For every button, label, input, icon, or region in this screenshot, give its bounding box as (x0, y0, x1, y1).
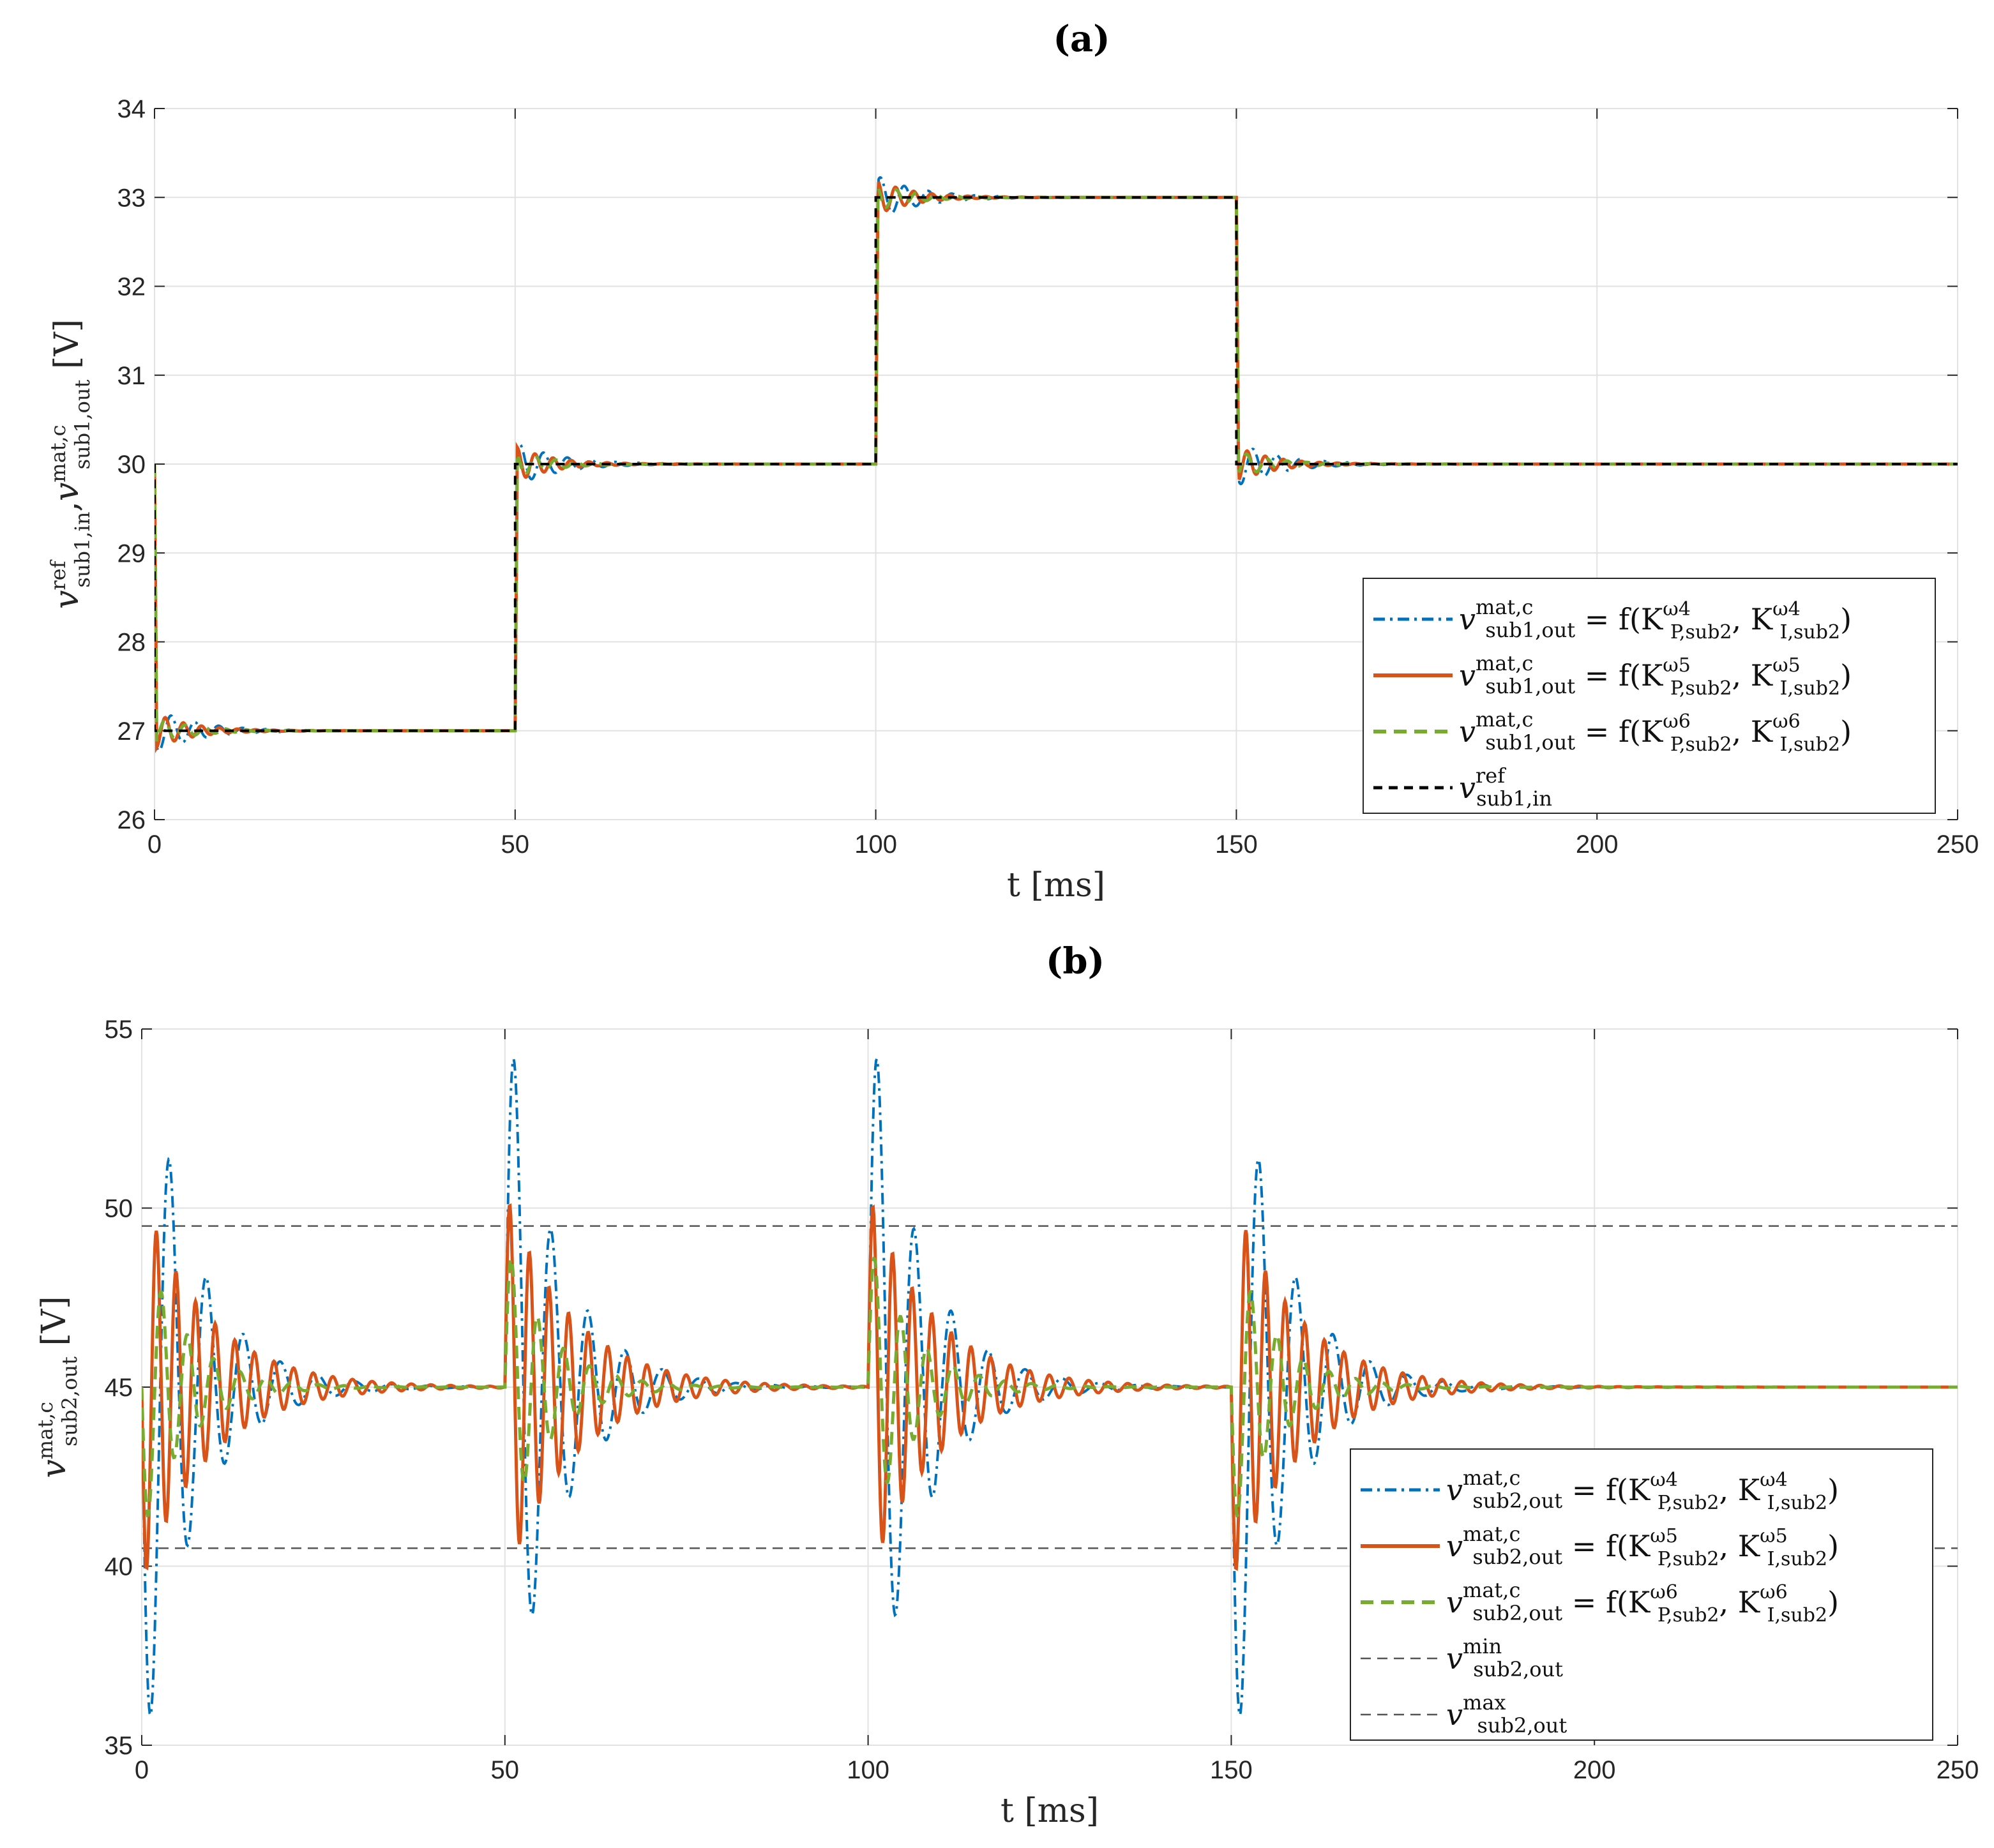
y-tick-label: 31 (117, 362, 146, 390)
series-group (155, 176, 1958, 754)
legend-label: vmin sub2,out (1446, 1634, 1563, 1681)
legend-label: vref sub1,in (1459, 763, 1552, 811)
panel-label: (b) (1046, 940, 1105, 982)
legend-label: vmat,c sub2,out = f(Kω4 P,sub2, Kω4 I,sub2) (1446, 1466, 1839, 1514)
x-axis-label: t [ms] (1001, 1792, 1099, 1830)
x-tick-label: 50 (501, 830, 530, 859)
legend-label: vmax sub2,out (1446, 1690, 1567, 1738)
y-tick-label: 27 (117, 717, 146, 746)
x-tick-label: 250 (1937, 830, 1979, 859)
x-tick-label: 250 (1937, 1756, 1979, 1784)
x-tick-label: 100 (854, 830, 897, 859)
legend-box (1363, 578, 1936, 814)
x-tick-label: 150 (1215, 830, 1258, 859)
legend: vmat,c sub1,out = f(Kω4 P,sub2, Kω4 I,sub2)… (1363, 578, 1936, 814)
legend-item: vmat,c sub1,out = f(Kω4 P,sub2, Kω4 I,sub2) (1373, 595, 1852, 643)
y-tick-label: 29 (117, 539, 146, 567)
y-axis-label: vmat,csub2,out [V] (33, 1296, 82, 1478)
legend-label: vmat,c sub2,out = f(Kω6 P,sub2, Kω6 I,sub2) (1446, 1578, 1839, 1626)
x-tick-label: 200 (1576, 830, 1619, 859)
x-tick-label: 0 (135, 1756, 149, 1784)
panel-a: (a) 0 50 100 150 200 250 26 27 28 29 30 31 32 33 34 t [m… (46, 18, 1979, 905)
y-tick-label: 45 (105, 1374, 133, 1402)
legend-item: vmin sub2,out (1361, 1634, 1563, 1681)
legend-label: vmat,c sub1,out = f(Kω5 P,sub2, Kω5 I,sub2) (1459, 651, 1852, 700)
legend-item: vmax sub2,out (1361, 1690, 1567, 1738)
panel-label: (a) (1053, 18, 1110, 60)
legend-item: vmat,c sub1,out = f(Kω6 P,sub2, Kω6 I,sub2) (1373, 707, 1852, 756)
y-tick-label: 34 (117, 95, 146, 123)
legend: vmat,c sub2,out = f(Kω4 P,sub2, Kω4 I,sub2)… (1350, 1448, 1933, 1741)
y-tick-label: 26 (117, 806, 146, 834)
legend-label: vmat,c sub1,out = f(Kω6 P,sub2, Kω6 I,sub2) (1459, 707, 1852, 756)
series-line (142, 1256, 1958, 1518)
y-tick-label: 35 (105, 1732, 133, 1760)
y-tick-label: 28 (117, 629, 146, 657)
series-group (142, 1055, 1958, 1720)
reference-line (155, 196, 1958, 732)
y-axis-label: vrefsub1,in,vmat,csub1,out [V] (46, 319, 94, 609)
y-tick-label: 40 (105, 1553, 133, 1581)
legend-item: vmat,c sub2,out = f(Kω5 P,sub2, Kω5 I,sub2) (1361, 1522, 1839, 1570)
x-tick-label: 200 (1573, 1756, 1616, 1784)
legend-item: vmat,c sub2,out = f(Kω6 P,sub2, Kω6 I,sub2) (1361, 1578, 1839, 1626)
legend-label: vmat,c sub2,out = f(Kω5 P,sub2, Kω5 I,sub2) (1446, 1522, 1839, 1570)
x-tick-label: 0 (147, 830, 162, 859)
y-tick-label: 32 (117, 273, 146, 301)
y-tick-label: 30 (117, 451, 146, 479)
x-axis-label: t [ms] (1007, 866, 1105, 905)
y-tick-label: 50 (105, 1195, 133, 1223)
legend-item: vref sub1,in (1373, 763, 1552, 811)
x-tick-label: 150 (1210, 1756, 1253, 1784)
legend-label: vmat,c sub1,out = f(Kω4 P,sub2, Kω4 I,sub2) (1459, 595, 1852, 643)
y-tick-label: 33 (117, 184, 146, 212)
y-tick-label: 55 (105, 1016, 133, 1044)
legend-item: vmat,c sub1,out = f(Kω5 P,sub2, Kω5 I,sub2) (1373, 651, 1852, 700)
legend-box (1350, 1448, 1933, 1741)
legend-item: vmat,c sub2,out = f(Kω4 P,sub2, Kω4 I,sub2) (1361, 1466, 1839, 1514)
x-tick-label: 100 (847, 1756, 889, 1784)
x-tick-label: 50 (491, 1756, 520, 1784)
panel-b: (b) 0 50 100 150 200 250 35 40 45 50 55 t [ms] vmat,c… (33, 940, 1979, 1830)
